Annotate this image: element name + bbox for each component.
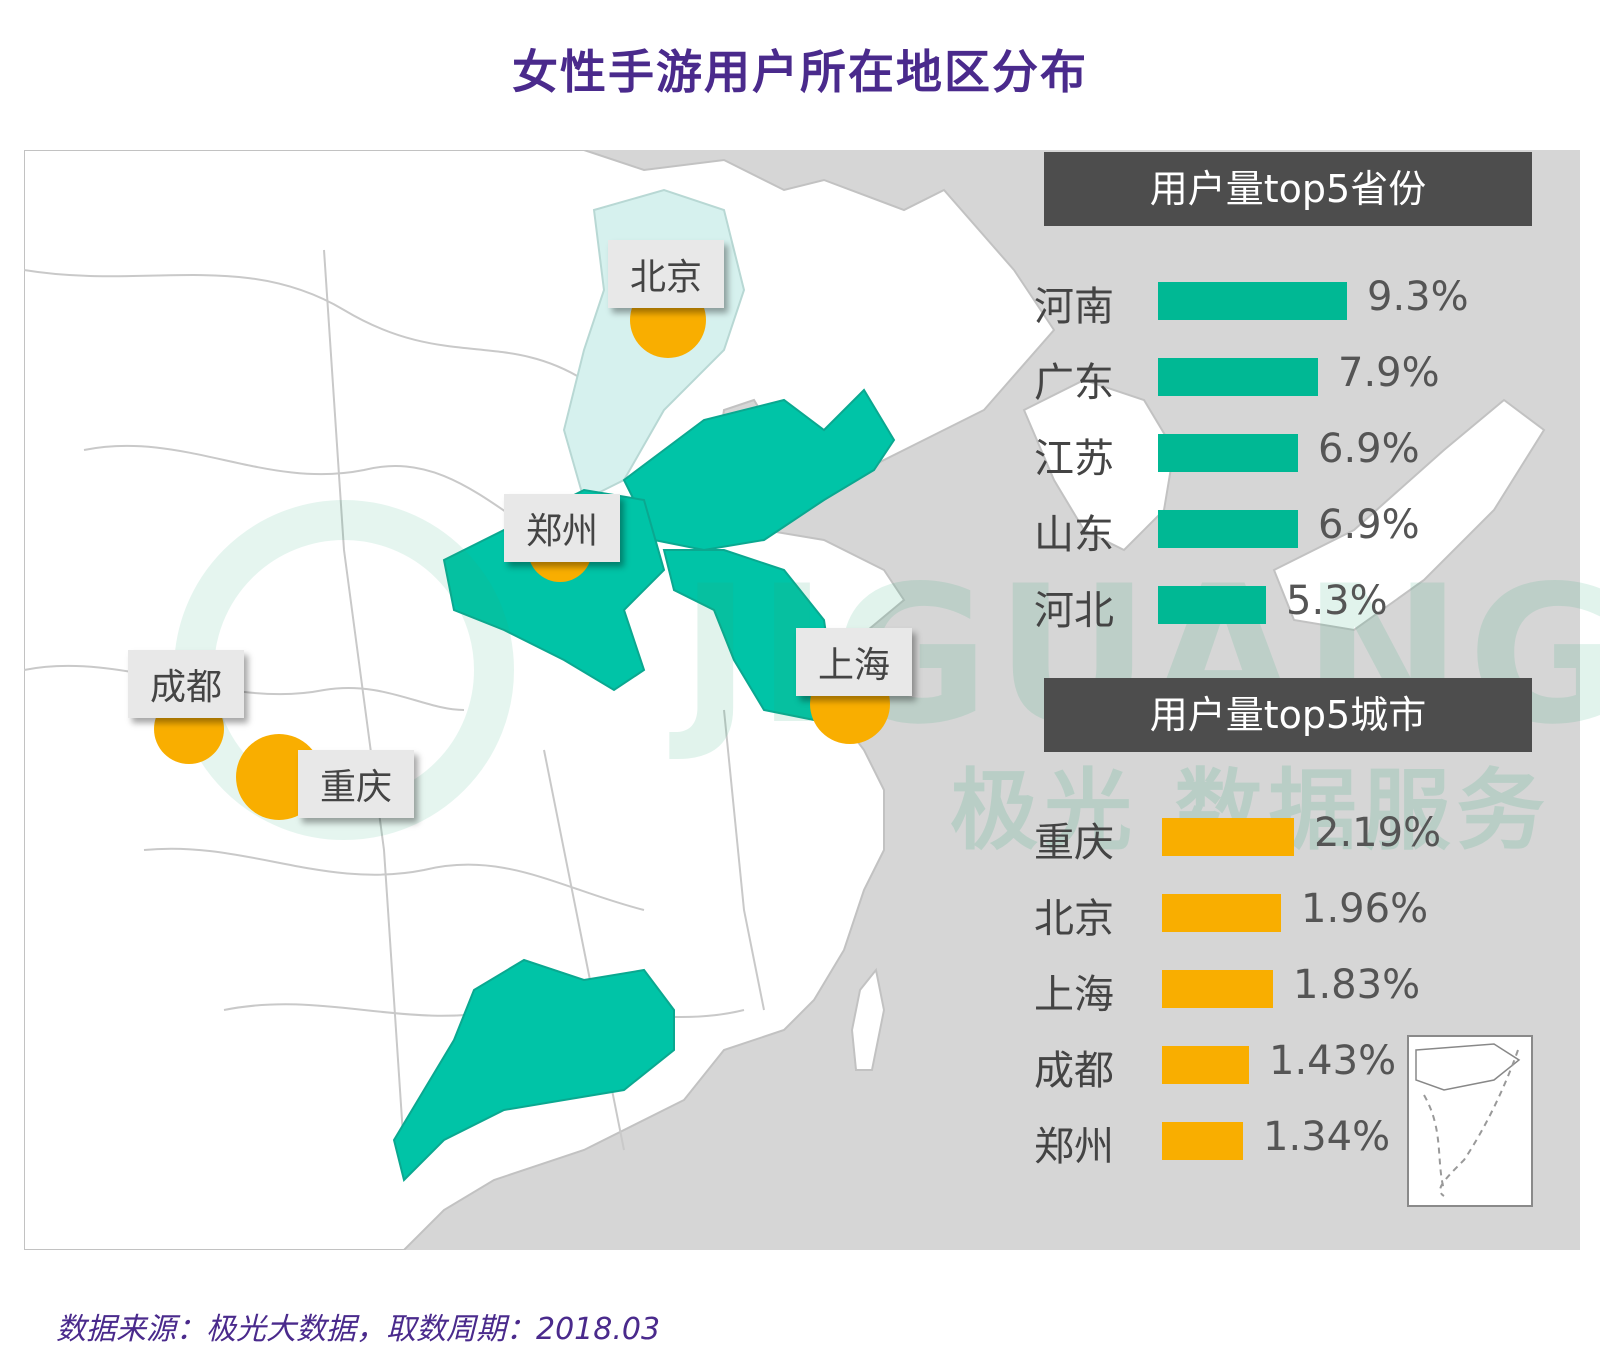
province-row-bar: [1158, 434, 1298, 472]
province-row-bar: [1158, 586, 1266, 624]
province-row-bar: [1158, 282, 1347, 320]
city-row-value: 1.34%: [1263, 1114, 1391, 1160]
province-row-bar: [1158, 510, 1298, 548]
city-row-label: 重庆: [1034, 820, 1114, 866]
province-panel-header: 用户量top5省份: [1044, 152, 1532, 226]
japan-land: [1272, 398, 1546, 632]
source-note: 数据来源：极光大数据，取数周期：2018.03: [56, 1312, 661, 1347]
province-row-label: 山东: [1034, 512, 1114, 558]
city-tag-shanghai: 上海: [796, 628, 913, 696]
city-row-label: 郑州: [1034, 1124, 1114, 1170]
city-row-label: 北京: [1034, 896, 1114, 942]
city-row-bar: [1162, 818, 1294, 856]
shandong-region: [622, 388, 896, 552]
province-row-label: 广东: [1034, 360, 1114, 406]
city-tag-chengdu: 成都: [128, 650, 245, 718]
city-row-value: 2.19%: [1314, 810, 1442, 856]
province-row-label: 河北: [1034, 588, 1114, 634]
city-row-value: 1.96%: [1301, 886, 1429, 932]
city-row-bar: [1162, 970, 1273, 1008]
city-row-label: 上海: [1034, 972, 1114, 1018]
province-row-value: 7.9%: [1338, 350, 1440, 396]
city-panel-header: 用户量top5城市: [1044, 678, 1532, 752]
province-row-label: 江苏: [1034, 436, 1114, 482]
province-row-value: 9.3%: [1367, 274, 1469, 320]
city-tag-beijing: 北京: [608, 240, 725, 308]
city-row-bar: [1162, 1122, 1243, 1160]
city-row-label: 成都: [1034, 1048, 1114, 1094]
taiwan-land: [850, 967, 886, 1071]
province-row-bar: [1158, 358, 1318, 396]
city-row-value: 1.43%: [1269, 1038, 1397, 1084]
city-row-bar: [1162, 1046, 1249, 1084]
map-svg: [24, 150, 1546, 1250]
city-row-bar: [1162, 894, 1281, 932]
city-tag-chongqing: 重庆: [298, 750, 415, 818]
city-tag-zhengzhou: 郑州: [504, 494, 621, 562]
province-row-label: 河南: [1034, 284, 1114, 330]
province-row-value: 6.9%: [1318, 502, 1420, 548]
province-row-value: 6.9%: [1318, 426, 1420, 472]
guangdong-region: [392, 958, 675, 1182]
city-row-value: 1.83%: [1293, 962, 1421, 1008]
page-title: 女性手游用户所在地区分布: [512, 45, 1088, 99]
province-row-value: 5.3%: [1286, 578, 1388, 624]
